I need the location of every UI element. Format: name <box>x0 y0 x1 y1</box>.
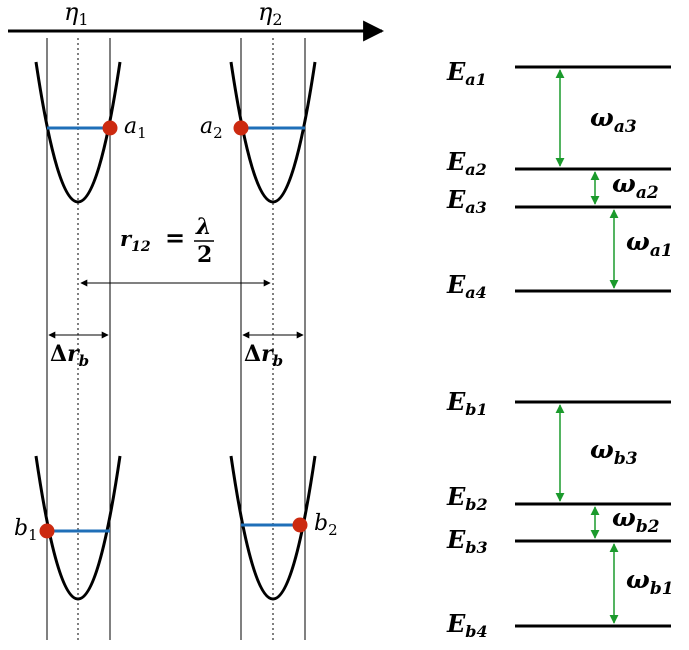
omega-label-b2: ωb2 <box>612 503 660 537</box>
atom-a1-label: a1 <box>124 114 147 142</box>
separation-lhs: r12 <box>120 226 151 255</box>
energy-label-b1: Eb1 <box>446 387 488 419</box>
atom-a2 <box>233 120 249 136</box>
atom-a1 <box>102 120 118 136</box>
energy-label-b2: Eb2 <box>446 482 488 514</box>
eta1-label: η1 <box>64 0 89 29</box>
energy-label-a4: Ea4 <box>446 270 487 302</box>
atom-b2 <box>292 517 308 533</box>
width-label-left: Δrb <box>50 341 89 370</box>
separation-equals: = <box>165 223 185 252</box>
omega-label-b3: ωb3 <box>590 435 638 469</box>
eta2-label: η2 <box>258 0 283 29</box>
separation-numerator: λ <box>195 214 211 240</box>
atom-b2-label: b2 <box>314 511 338 539</box>
energy-label-a3: Ea3 <box>446 185 487 217</box>
width-label-right: Δrb <box>244 341 283 370</box>
atom-b1 <box>39 523 55 539</box>
atom-a2-label: a2 <box>200 114 223 142</box>
omega-label-a2: ωa2 <box>612 169 659 203</box>
omega-label-b1: ωb1 <box>626 565 674 599</box>
omega-label-a3: ωa3 <box>590 103 637 137</box>
energy-label-b4: Eb4 <box>446 609 488 641</box>
energy-label-b3: Eb3 <box>446 525 488 557</box>
atom-b1-label: b1 <box>14 516 38 544</box>
omega-label-a1: ωa1 <box>626 227 673 261</box>
energy-label-a2: Ea2 <box>446 147 487 179</box>
separation-denominator: 2 <box>197 242 212 268</box>
energy-label-a1: Ea1 <box>446 57 487 89</box>
potential-well-b1 <box>34 455 122 601</box>
